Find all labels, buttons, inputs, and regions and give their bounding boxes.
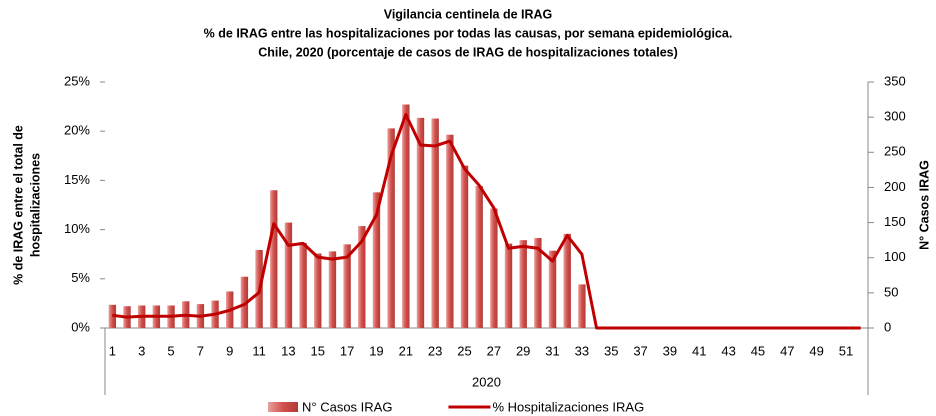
chart-title: Chile, 2020 (porcentaje de casos de IRAG… — [258, 45, 678, 59]
bar — [343, 244, 351, 328]
x-tick-label: 39 — [663, 343, 677, 358]
x-tick-label: 41 — [692, 343, 706, 358]
y-tick-label: 0% — [71, 319, 90, 334]
x-tick-label: 15 — [311, 343, 325, 358]
y2-axis-title: N° Casos IRAG — [917, 160, 931, 250]
bar — [431, 118, 439, 328]
bar — [548, 250, 557, 328]
x-tick-label: 19 — [369, 343, 383, 358]
bar — [504, 243, 513, 328]
y-tick-label: 20% — [64, 123, 90, 138]
x-tick-label: 51 — [839, 343, 853, 358]
chart-title: % de IRAG entre las hospitalizaciones po… — [204, 26, 733, 40]
bar — [475, 186, 483, 328]
x-tick-label: 25 — [457, 343, 471, 358]
x-tick-label: 43 — [721, 343, 735, 358]
bar — [460, 165, 469, 328]
y2-tick-label: 100 — [884, 249, 906, 264]
x-tick-label: 35 — [604, 343, 618, 358]
x-tick-label: 5 — [167, 343, 174, 358]
x-tick-label: 29 — [516, 343, 530, 358]
y2-tick-label: 300 — [884, 109, 906, 124]
bar — [270, 190, 278, 328]
bar — [534, 238, 542, 328]
x-axis-title: 2020 — [472, 374, 501, 389]
bar — [372, 192, 381, 328]
legend-label: N° Casos IRAG — [302, 399, 392, 414]
bar — [314, 253, 322, 328]
y2-tick-label: 150 — [884, 214, 906, 229]
x-tick-label: 47 — [780, 343, 794, 358]
x-tick-label: 13 — [281, 343, 295, 358]
bar — [402, 104, 410, 329]
chart-title: Vigilancia centinela de IRAG — [384, 7, 553, 21]
y2-tick-label: 350 — [884, 73, 906, 88]
bar — [578, 284, 586, 328]
x-tick-label: 9 — [226, 343, 233, 358]
bar — [563, 233, 571, 328]
bar — [284, 222, 293, 328]
x-tick-label: 49 — [809, 343, 823, 358]
bar — [328, 251, 337, 328]
y2-tick-label: 200 — [884, 179, 906, 194]
y-tick-label: 5% — [71, 270, 90, 285]
x-tick-label: 17 — [340, 343, 354, 358]
bar — [490, 208, 498, 328]
bar — [446, 134, 454, 328]
y-axis-title: % de IRAG entre el total de — [11, 125, 25, 285]
x-tick-label: 3 — [138, 343, 145, 358]
y2-tick-label: 50 — [884, 284, 898, 299]
x-tick-label: 45 — [751, 343, 765, 358]
y2-tick-label: 250 — [884, 144, 906, 159]
x-tick-label: 7 — [197, 343, 204, 358]
bar — [299, 242, 307, 328]
bar — [416, 117, 425, 329]
x-tick-label: 27 — [487, 343, 501, 358]
bar — [240, 276, 249, 328]
legend-label: % Hospitalizaciones IRAG — [492, 399, 644, 414]
x-tick-label: 23 — [428, 343, 442, 358]
line — [112, 112, 861, 330]
x-tick-label: 37 — [633, 343, 647, 358]
bar — [387, 128, 395, 328]
x-tick-label: 11 — [252, 343, 266, 358]
y-axis-title: hospitalizaciones — [28, 153, 42, 257]
y-tick-label: 10% — [64, 221, 90, 236]
x-tick-label: 31 — [545, 343, 559, 358]
x-tick-label: 21 — [399, 343, 413, 358]
y-tick-label: 25% — [64, 73, 90, 88]
x-tick-label: 33 — [575, 343, 589, 358]
bar — [358, 226, 366, 328]
bar — [519, 240, 527, 328]
legend-swatch — [268, 402, 298, 412]
y-tick-label: 15% — [64, 172, 90, 187]
x-tick-label: 1 — [109, 343, 116, 358]
y2-tick-label: 0 — [884, 319, 891, 334]
